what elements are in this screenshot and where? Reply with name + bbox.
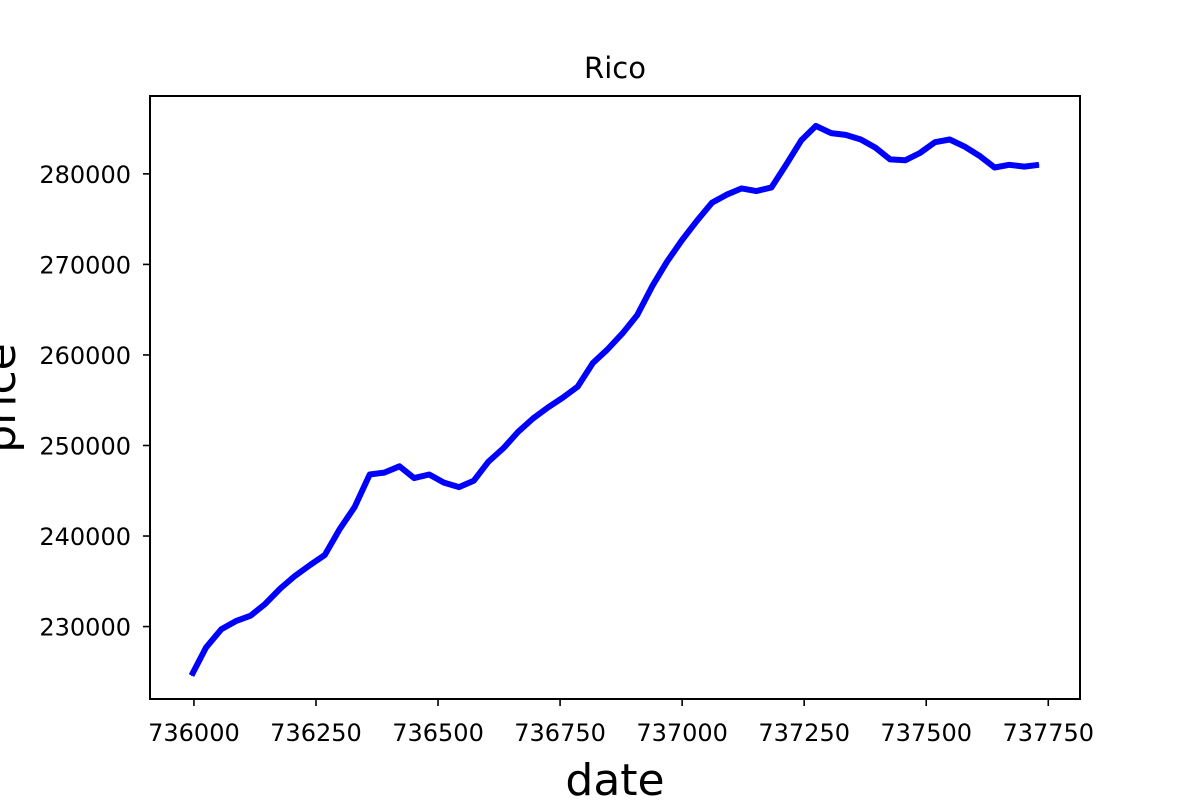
y-tick-label: 270000 — [39, 251, 131, 279]
data-point — [755, 190, 757, 192]
data-point — [1023, 166, 1025, 168]
data-point — [220, 628, 222, 630]
data-point — [651, 285, 653, 287]
y-axis-label: price — [0, 343, 26, 453]
data-point — [487, 461, 489, 463]
x-axis-label: date — [565, 755, 664, 800]
data-point — [949, 139, 951, 140]
x-tick-label: 736000 — [148, 719, 240, 747]
x-tick-label: 737750 — [1002, 719, 1094, 747]
data-point — [666, 261, 668, 263]
data-point — [1008, 164, 1010, 166]
data-point — [473, 480, 475, 482]
data-point — [606, 349, 608, 350]
data-point — [399, 465, 400, 467]
data-point — [547, 407, 549, 408]
data-point — [681, 239, 683, 241]
data-point — [904, 159, 906, 161]
data-point — [191, 675, 192, 676]
data-point — [577, 386, 579, 388]
chart-title: Rico — [584, 51, 646, 85]
data-point — [815, 125, 817, 127]
data-point — [339, 528, 341, 530]
data-point — [309, 564, 311, 566]
data-point — [964, 146, 966, 148]
data-point — [354, 506, 356, 508]
data-point — [383, 472, 385, 474]
data-point — [1038, 164, 1040, 166]
data-point — [369, 474, 371, 475]
data-point — [562, 397, 564, 398]
data-point — [532, 417, 534, 419]
data-point — [636, 314, 638, 316]
data-point — [919, 152, 921, 154]
data-point — [502, 447, 504, 449]
data-point — [711, 202, 713, 204]
data-point — [324, 554, 326, 556]
data-point — [741, 187, 743, 189]
y-tick-label: 240000 — [39, 523, 131, 551]
x-axis-ticks: 736000 736250 736500 736750 737000 737250 7375… — [148, 699, 1094, 747]
x-tick-label: 736750 — [514, 719, 606, 747]
data-point — [458, 486, 460, 488]
data-point — [800, 139, 802, 141]
plot-area — [188, 122, 1040, 677]
data-point — [279, 588, 281, 589]
x-tick-label: 737000 — [636, 719, 728, 747]
data-point — [726, 194, 728, 196]
y-tick-label: 260000 — [39, 342, 131, 370]
plot-frame — [149, 95, 1081, 700]
data-point — [785, 164, 787, 166]
data-point — [874, 147, 876, 149]
data-point — [622, 332, 624, 334]
data-point — [205, 646, 207, 648]
x-tick-label: 737250 — [758, 719, 850, 747]
data-point — [250, 615, 252, 617]
data-point — [978, 155, 980, 157]
x-tick-label: 737500 — [880, 719, 972, 747]
data-point — [443, 482, 445, 484]
data-point — [771, 186, 772, 188]
data-point — [934, 141, 936, 143]
data-point — [860, 139, 862, 140]
data-point — [592, 362, 594, 364]
data-point — [413, 477, 415, 479]
data-point — [994, 167, 996, 168]
y-tick-label: 250000 — [39, 432, 131, 460]
data-point — [830, 132, 832, 134]
data-point — [517, 431, 519, 433]
series-line-0 — [188, 122, 1040, 677]
y-tick-label: 280000 — [39, 161, 131, 189]
data-point — [428, 474, 430, 475]
x-tick-label: 736250 — [270, 719, 362, 747]
data-point — [696, 220, 698, 222]
data-point — [845, 134, 847, 136]
data-point — [294, 575, 296, 577]
y-tick-label: 230000 — [39, 614, 131, 642]
data-point — [264, 603, 266, 605]
data-point — [235, 620, 237, 622]
data-point — [889, 158, 891, 160]
x-tick-label: 736500 — [392, 719, 484, 747]
y-axis-ticks: 230000 240000 250000 260000 270000 280000 — [39, 161, 150, 642]
